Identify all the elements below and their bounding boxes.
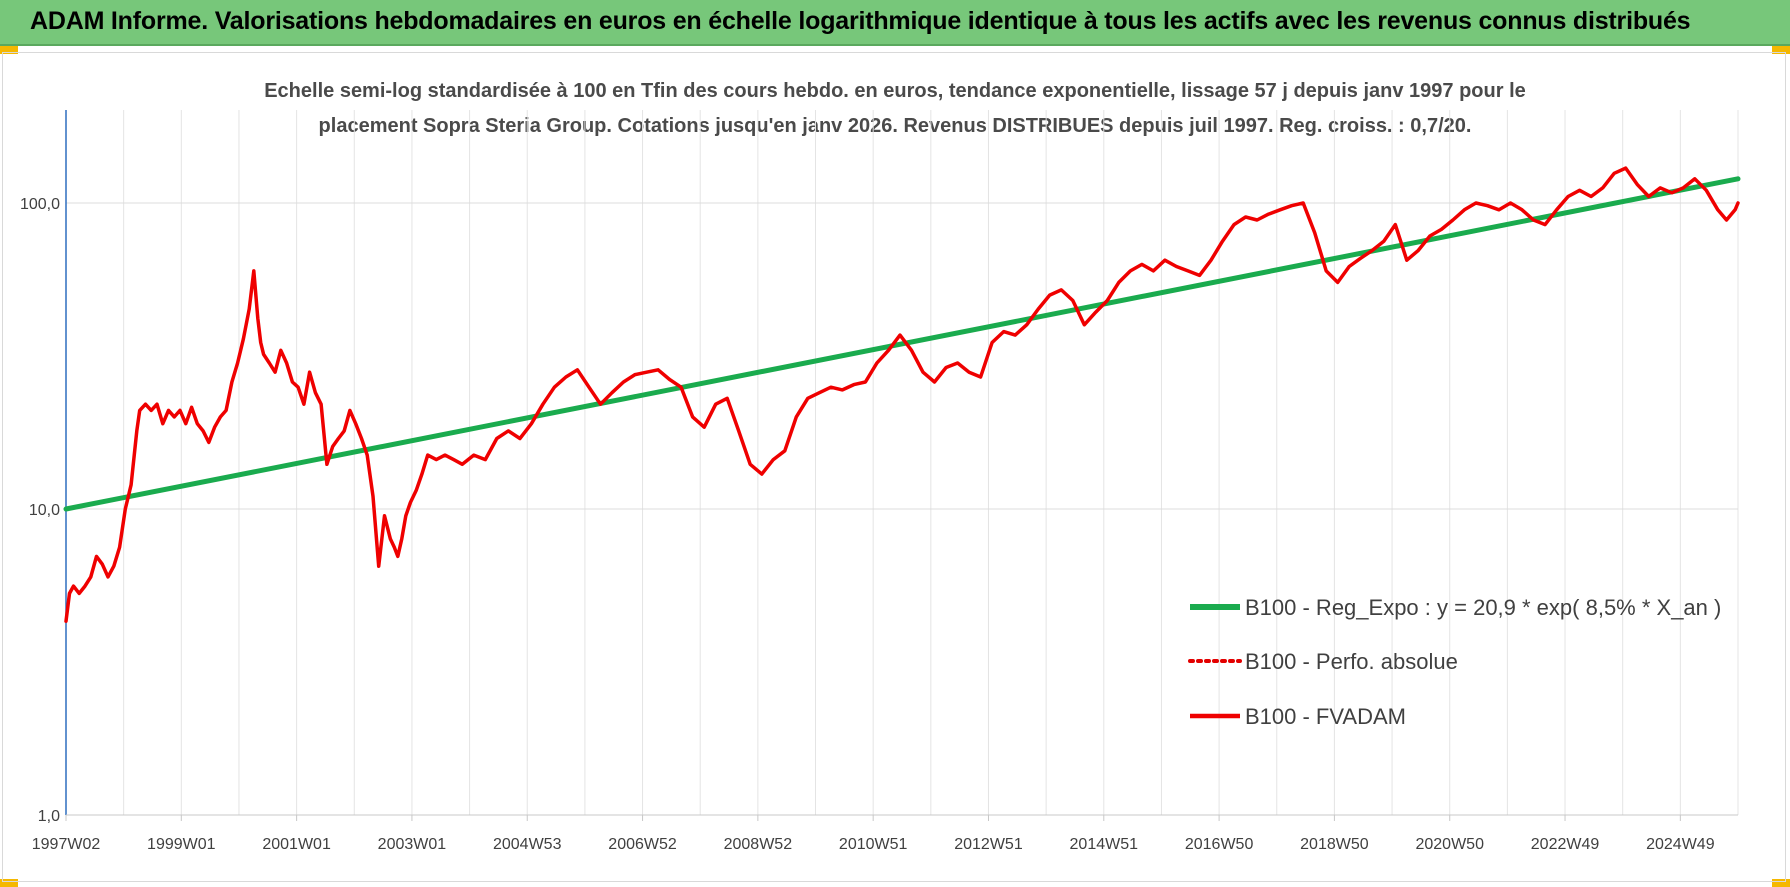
header-banner: ADAM Informe. Valorisations hebdomadaire… — [0, 0, 1790, 46]
axis-layer: 1,0 10,0 100,0 1997W02 1999W01 2001W01 2003W01… — [20, 110, 1738, 853]
y-tick-label: 100,0 — [20, 196, 60, 213]
x-tick-label: 2022W49 — [1531, 836, 1600, 853]
x-tick-label: 2020W50 — [1415, 836, 1484, 853]
x-tick-label: 2010W51 — [839, 836, 908, 853]
x-tick-label: 2003W01 — [378, 836, 447, 853]
x-tick-label: 2016W50 — [1185, 836, 1254, 853]
x-tick-label: 2006W52 — [608, 836, 677, 853]
y-tick-label: 1,0 — [38, 808, 60, 825]
x-tick-label: 1999W01 — [147, 836, 216, 853]
chart-title-line-1: Echelle semi-log standardisée à 100 en T… — [264, 80, 1526, 102]
x-tick-label: 1997W02 — [32, 836, 101, 853]
legend-entry-fvadam-label: B100 - FVADAM — [1245, 704, 1406, 729]
series-line-fvadam — [64, 166, 1740, 623]
corner-mark-left — [0, 46, 18, 54]
x-tick-label: 2012W51 — [954, 836, 1023, 853]
corner-mark-bottom-right — [1772, 879, 1790, 887]
x-tick-label: 2018W50 — [1300, 836, 1369, 853]
x-tick-label: 2024W49 — [1646, 836, 1715, 853]
series-layer — [63, 166, 1741, 623]
corner-mark-bottom-left — [0, 879, 18, 887]
x-tick-label: 2001W01 — [262, 836, 331, 853]
legend: B100 - Reg_Expo : y = 20,9 * exp( 8,5% *… — [1188, 595, 1721, 729]
x-tick-label: 2008W52 — [724, 836, 793, 853]
corner-mark-right — [1772, 46, 1790, 54]
x-tick-label: 2014W51 — [1070, 836, 1139, 853]
series-line-reg-expo — [63, 176, 1741, 512]
x-tick-label: 2004W53 — [493, 836, 562, 853]
y-tick-label: 10,0 — [29, 502, 60, 519]
legend-entry-reg-expo-label: B100 - Reg_Expo : y = 20,9 * exp( 8,5% *… — [1245, 595, 1721, 620]
chart-area — [2, 52, 1786, 882]
header-title: ADAM Informe. Valorisations hebdomadaire… — [30, 7, 1691, 35]
chart-title-line-2: placement Sopra Steria Group. Cotations … — [318, 115, 1472, 137]
legend-entry-perfo-absolue-label: B100 - Perfo. absolue — [1245, 649, 1458, 674]
grid-layer — [65, 110, 1739, 816]
